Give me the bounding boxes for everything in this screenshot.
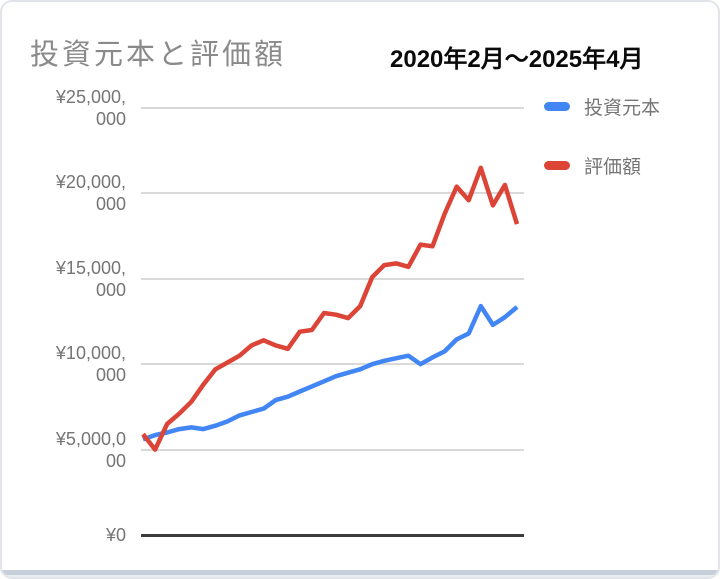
y-tick-label: ¥0: [20, 524, 126, 546]
y-gridline: [141, 448, 524, 451]
x-axis-baseline: [141, 533, 524, 537]
y-tick-label-line: 000: [95, 279, 126, 300]
legend-label: 投資元本: [584, 97, 661, 119]
y-gridline: [141, 363, 524, 366]
y-tick-label-line: 00: [105, 450, 126, 471]
chart-subtitle: 2020年2月〜2025年4月: [390, 46, 644, 73]
y-tick-label-line: ¥20,000,: [55, 172, 126, 193]
y-tick-label-line: 000: [95, 109, 126, 129]
y-tick-label-line: ¥15,000,: [55, 257, 126, 278]
y-tick-label: ¥5,000,0 00: [20, 428, 126, 472]
y-tick-label-line: ¥0: [105, 525, 126, 545]
y-tick-label-line: ¥10,000,: [55, 343, 126, 364]
legend-item-principal: 投資元本: [544, 94, 661, 119]
bottom-divider: [2, 569, 718, 577]
y-tick-label: ¥15,000, 000: [20, 257, 126, 301]
line-chart-svg: [141, 165, 520, 452]
y-tick-label-line: ¥5,000,0: [55, 428, 126, 449]
legend-swatch-valuation: [544, 160, 570, 170]
legend-label: 評価額: [584, 156, 642, 178]
legend-item-valuation: 評価額: [544, 153, 642, 178]
y-tick-label-line: 000: [95, 365, 126, 386]
y-tick-label: ¥20,000, 000: [20, 171, 126, 215]
y-tick-label-line: ¥25,000,: [55, 87, 126, 107]
series-line-valuation: [141, 165, 520, 452]
series-line-principal: [142, 303, 519, 442]
chart-title: 投資元本と評価額: [30, 39, 287, 71]
y-gridline: [141, 107, 524, 109]
y-gridline: [141, 192, 524, 195]
y-gridline: [141, 277, 524, 280]
y-tick-label: ¥25,000, 000: [20, 86, 126, 130]
y-tick-label-line: 000: [95, 194, 126, 215]
y-tick-label: ¥10,000, 000: [20, 342, 126, 386]
legend-swatch-principal: [544, 101, 570, 111]
